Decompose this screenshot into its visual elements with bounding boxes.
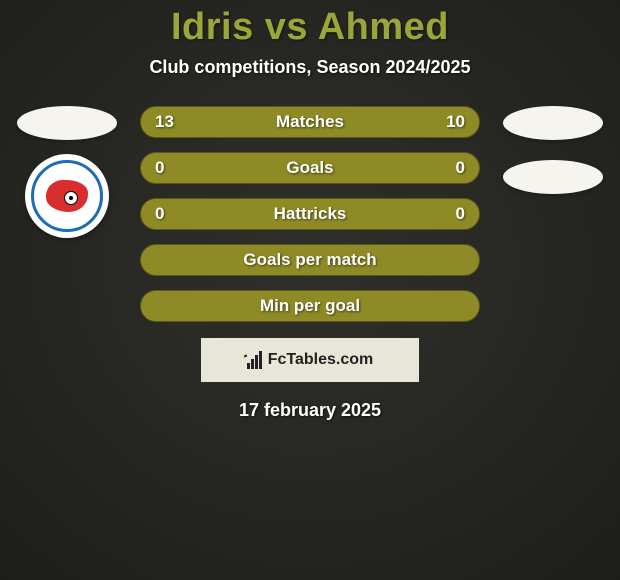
club-logo-ring (31, 160, 103, 232)
right-column (498, 106, 608, 194)
stat-left-value: 0 (155, 158, 164, 178)
stat-bar-min-per-goal: Min per goal (140, 290, 480, 322)
left-column (12, 106, 122, 238)
watermark: FcTables.com (201, 338, 419, 382)
main-row: 13 Matches 10 0 Goals 0 0 Hattricks 0 Goals per m… (0, 106, 620, 322)
stat-label: Matches (276, 112, 344, 132)
date-text: 17 february 2025 (239, 400, 381, 421)
stat-left-value: 13 (155, 112, 174, 132)
watermark-text: FcTables.com (268, 351, 374, 369)
content-root: Idris vs Ahmed Club competitions, Season… (0, 0, 620, 580)
stats-bars: 13 Matches 10 0 Goals 0 0 Hattricks 0 Goals per m… (140, 106, 480, 322)
stat-label: Min per goal (260, 296, 360, 316)
page-title: Idris vs Ahmed (171, 6, 449, 49)
stat-bar-hattricks: 0 Hattricks 0 (140, 198, 480, 230)
player-right-pill-1 (503, 106, 603, 140)
stat-right-value: 10 (446, 112, 465, 132)
bar-chart-icon (247, 351, 262, 369)
stat-label: Goals per match (243, 250, 376, 270)
stat-bar-goals-per-match: Goals per match (140, 244, 480, 276)
stat-bar-matches: 13 Matches 10 (140, 106, 480, 138)
page-subtitle: Club competitions, Season 2024/2025 (149, 57, 470, 78)
stat-bar-goals: 0 Goals 0 (140, 152, 480, 184)
stat-label: Hattricks (274, 204, 347, 224)
club-logo-ball-icon (64, 191, 78, 205)
stat-left-value: 0 (155, 204, 164, 224)
player-right-pill-2 (503, 160, 603, 194)
stat-right-value: 0 (456, 204, 465, 224)
player-left-pill (17, 106, 117, 140)
club-logo-left (25, 154, 109, 238)
stat-right-value: 0 (456, 158, 465, 178)
stat-label: Goals (286, 158, 333, 178)
